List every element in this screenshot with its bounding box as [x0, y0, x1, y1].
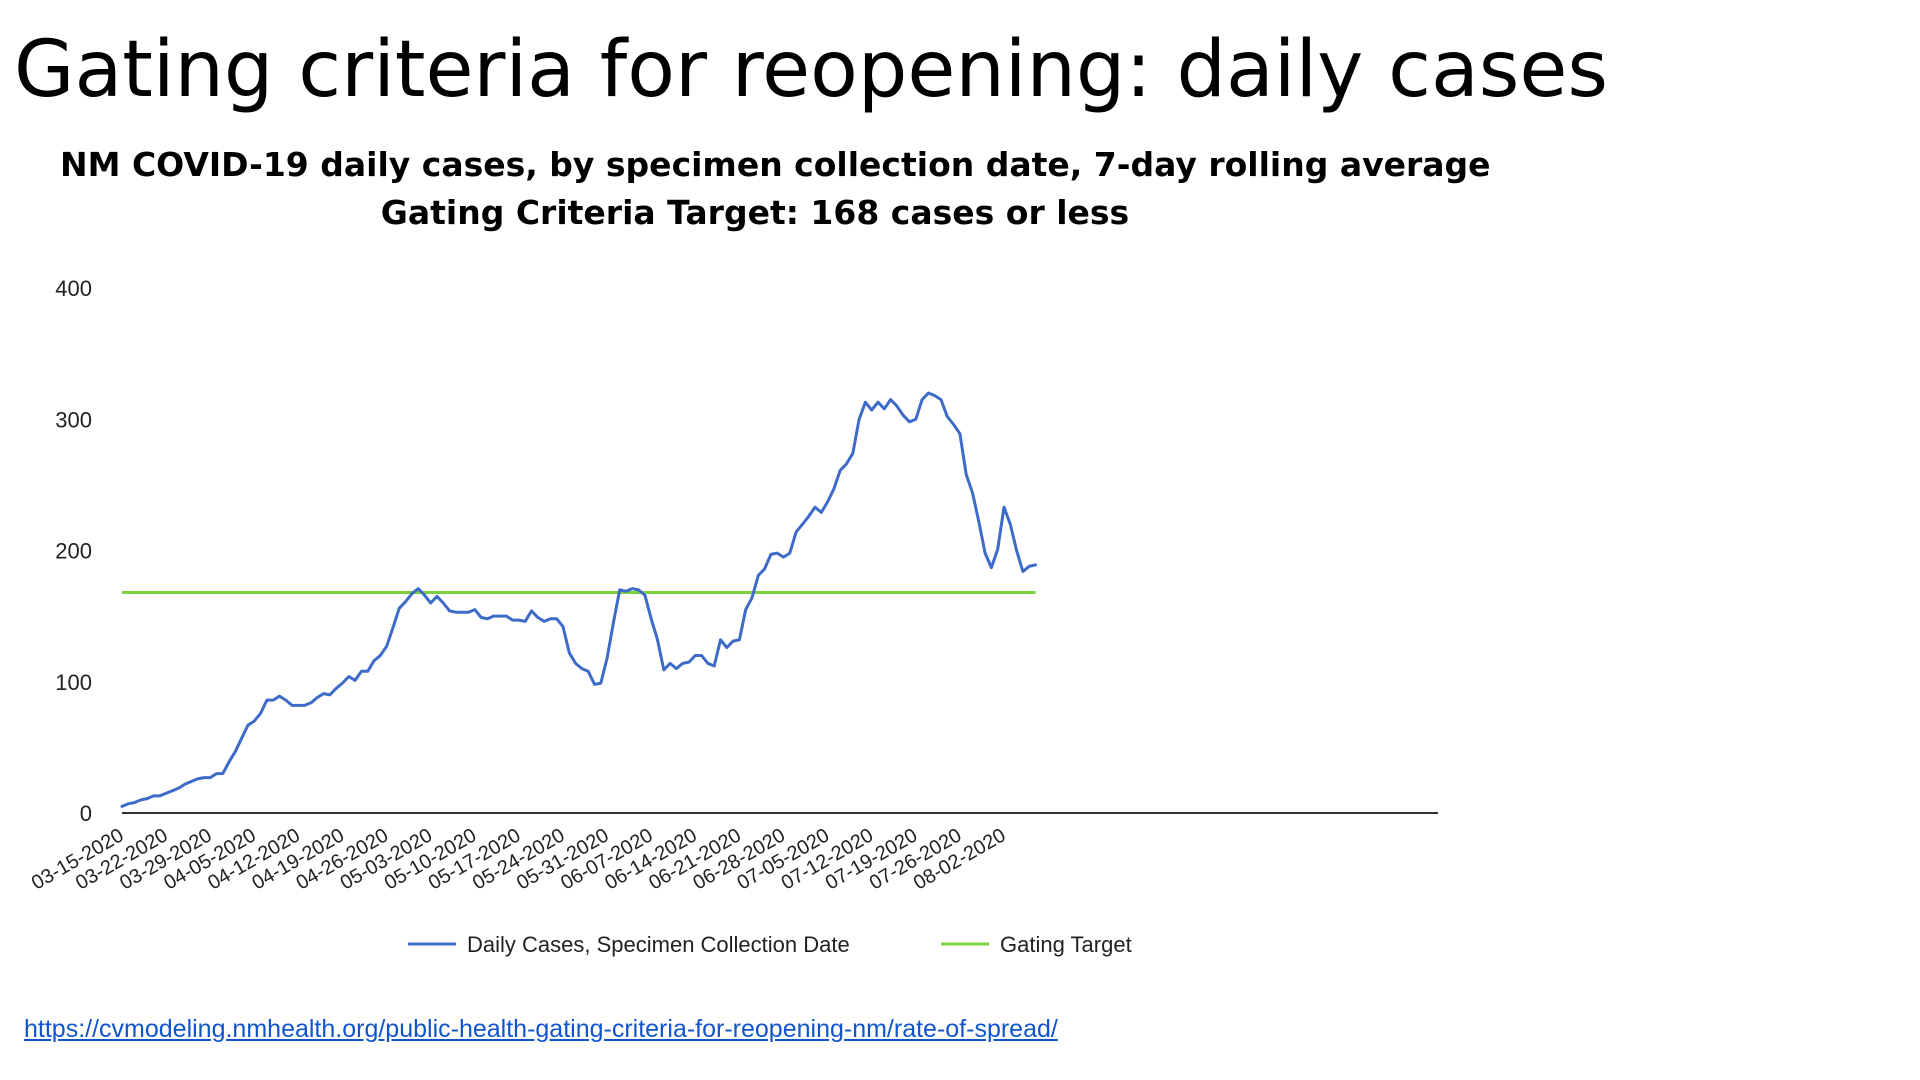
y-tick-label: 300	[55, 407, 92, 432]
daily-cases-chart: 0 100 200 300 400 03-15-202003-22-202003-29-…	[28, 276, 1438, 957]
legend-label-gating-target: Gating Target	[1000, 932, 1132, 957]
y-tick-label: 400	[55, 276, 92, 301]
legend: Daily Cases, Specimen Collection Date Ga…	[408, 932, 1132, 957]
y-tick-label: 200	[55, 539, 92, 564]
daily-cases-line	[120, 391, 1037, 808]
x-axis-ticks: 03-15-202003-22-202003-29-202004-05-2020…	[28, 824, 1010, 894]
legend-label-daily-cases: Daily Cases, Specimen Collection Date	[467, 932, 850, 957]
chart-title: NM COVID-19 daily cases, by specimen col…	[60, 145, 1491, 184]
y-tick-label: 100	[55, 670, 92, 695]
y-axis-ticks: 0 100 200 300 400	[55, 276, 92, 826]
chart-subtitle: Gating Criteria Target: 168 cases or les…	[380, 193, 1130, 232]
source-link[interactable]: https://cvmodeling.nmhealth.org/public-h…	[24, 1015, 1058, 1043]
y-tick-label: 0	[80, 801, 92, 826]
slide-title: Gating criteria for reopening: daily cas…	[14, 25, 1609, 115]
